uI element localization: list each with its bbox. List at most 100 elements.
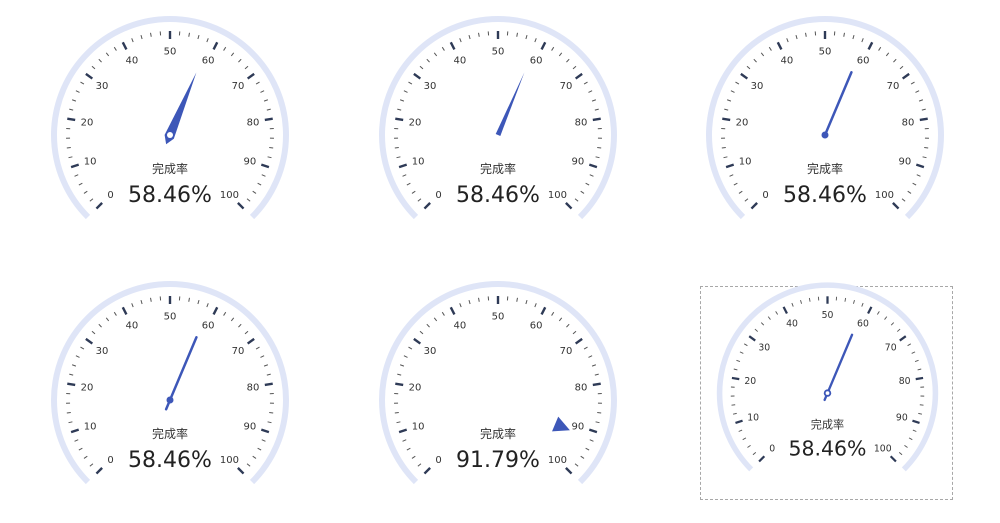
gauge-5[interactable]: 0 10 20 30 40 50 60 70 80 90 100 完成率 91.79% — [373, 280, 623, 510]
gauge-1-minor-tick — [80, 81, 85, 85]
gauge-3-tick-label-90: 90 — [899, 156, 912, 167]
gauge-4-minor-tick — [113, 311, 117, 316]
gauge-4-minor-tick — [263, 364, 269, 367]
gauge-1-pointer-hub — [167, 132, 173, 138]
gauge-5-major-tick — [540, 306, 547, 316]
gauge-3-title: 完成率 — [807, 161, 843, 176]
gauge-4-minor-tick — [91, 330, 96, 335]
gauge-6-major-tick — [748, 335, 756, 342]
gauge-3-major-tick — [725, 163, 735, 169]
gauge-1[interactable]: 0 10 20 30 40 50 60 70 80 90 100 完成率 58.46% — [45, 15, 295, 245]
gauge-5-minor-tick — [566, 323, 570, 328]
gauge-5-minor-tick — [583, 346, 588, 350]
gauge-6-minor-tick — [907, 343, 912, 347]
gauge-2-minor-tick — [574, 198, 579, 202]
gauge-5-minor-tick — [572, 330, 577, 335]
gauge-2-minor-tick — [551, 46, 555, 51]
gauge-6-tick-label-60: 60 — [857, 319, 869, 330]
gauge-2-minor-tick — [525, 34, 528, 40]
gauge-5-tick-label-40: 40 — [453, 321, 466, 332]
gauge-4-minor-tick — [269, 412, 274, 414]
gauge-2-minor-tick — [426, 58, 430, 63]
gauge-3-tick-label-60: 60 — [857, 56, 870, 67]
gauge-1-minor-tick — [230, 52, 235, 57]
gauge-6-minor-tick — [747, 444, 751, 448]
gauge-3-svg: 0 10 20 30 40 50 60 70 80 90 100 完成率 58.46% — [706, 16, 944, 220]
gauge-5-major-tick — [413, 337, 422, 345]
gauge-3-arc — [706, 16, 944, 220]
gauge-6[interactable]: 0 10 20 30 40 50 60 70 80 90 100 完成率 58.46% — [700, 282, 953, 500]
gauge-6-minor-tick — [918, 412, 923, 415]
gauge-4-pointer-hub — [166, 396, 174, 404]
gauge-5-minor-tick — [397, 373, 402, 376]
gauge-5-major-tick — [592, 382, 601, 387]
gauge-3-minor-tick — [910, 81, 915, 85]
gauge-5-minor-tick — [403, 355, 408, 358]
gauge-5-major-tick — [449, 306, 456, 316]
gauge-6-tick-label-0: 0 — [769, 444, 775, 455]
gauge-2-title: 完成率 — [480, 161, 516, 176]
gauge-5-minor-tick — [589, 439, 594, 442]
gauge-4-minor-tick — [261, 439, 266, 442]
gauge-3-minor-tick — [735, 81, 740, 85]
gauge-4-minor-tick — [98, 323, 102, 328]
gauge-1-minor-tick — [83, 190, 88, 194]
gauge-3-minor-tick — [907, 190, 912, 194]
gauge-2[interactable]: 0 10 20 30 40 50 60 70 80 90 100 完成率 58.46% — [373, 15, 623, 245]
gauge-4-minor-tick — [83, 455, 88, 459]
gauge-2-minor-tick — [399, 99, 405, 102]
gauge-3-tick-label-40: 40 — [780, 56, 793, 67]
gauge-2-major-tick — [395, 117, 404, 122]
gauge-2-minor-tick — [566, 58, 570, 63]
gauge-3-minor-tick — [893, 58, 897, 63]
gauge-1-tick-label-30: 30 — [96, 81, 109, 92]
gauge-3-major-tick — [915, 163, 925, 169]
gauge-4-major-tick — [260, 428, 270, 434]
gauge-4-title: 完成率 — [152, 426, 188, 441]
gauge-5-major-tick — [423, 467, 431, 475]
gauge-4-minor-tick — [150, 297, 152, 302]
gauge-4-minor-tick — [266, 373, 271, 376]
gauge-3-major-tick — [750, 202, 758, 210]
gauge-4-minor-tick — [206, 303, 209, 308]
gauge-4[interactable]: 0 10 20 30 40 50 60 70 80 90 100 完成率 58.46% — [45, 280, 295, 510]
gauge-6-svg: 0 10 20 30 40 50 60 70 80 90 100 完成率 58.46% — [716, 282, 939, 472]
gauge-6-tick-label-30: 30 — [758, 342, 770, 353]
gauge-3-minor-tick — [724, 108, 729, 111]
gauge-4-minor-tick — [188, 297, 190, 302]
gauge-3-tick-label-50: 50 — [819, 47, 832, 58]
gauge-2-minor-tick — [585, 182, 590, 186]
gauge-1-tick-label-90: 90 — [244, 156, 257, 167]
gauge-3-tick-label-100: 100 — [875, 190, 894, 201]
gauge-3-major-tick — [892, 202, 900, 210]
gauge-2-minor-tick — [478, 32, 480, 37]
gauge-3-tick-label-30: 30 — [751, 81, 764, 92]
gauge-2-minor-tick — [468, 34, 471, 40]
gauge-4-tick-label-100: 100 — [220, 455, 239, 466]
gauge-2-minor-tick — [408, 81, 413, 85]
gauge-4-major-tick — [212, 306, 219, 316]
gauge-3[interactable]: 0 10 20 30 40 50 60 70 80 90 100 完成率 58.46% — [700, 15, 950, 245]
gauge-5-minor-tick — [591, 364, 597, 367]
gauge-6-minor-tick — [736, 359, 741, 362]
gauge-1-minor-tick — [140, 34, 143, 40]
gauge-3-minor-tick — [753, 58, 757, 63]
gauge-2-minor-tick — [594, 108, 599, 111]
gauge-6-minor-tick — [917, 368, 922, 371]
gauge-4-tick-label-0: 0 — [107, 455, 113, 466]
gauge-2-value-label: 58.46% — [456, 183, 540, 208]
gauge-6-tick-label-70: 70 — [885, 342, 897, 353]
gauge-3-minor-tick — [899, 65, 904, 70]
gauge-6-arc — [716, 282, 939, 472]
gauge-5-minor-tick — [399, 364, 405, 367]
gauge-1-minor-tick — [131, 38, 134, 43]
gauge-1-tick-label-0: 0 — [107, 190, 113, 201]
gauge-6-pointer-needle — [823, 333, 854, 402]
gauge-2-minor-tick — [534, 38, 537, 43]
gauge-1-minor-tick — [266, 108, 271, 111]
gauge-4-major-tick — [264, 382, 273, 387]
gauge-1-minor-tick — [244, 65, 249, 70]
gauge-1-minor-tick — [105, 52, 110, 57]
gauge-4-svg: 0 10 20 30 40 50 60 70 80 90 100 完成率 58.46% — [51, 281, 289, 485]
gauge-5-minor-tick — [468, 299, 471, 305]
